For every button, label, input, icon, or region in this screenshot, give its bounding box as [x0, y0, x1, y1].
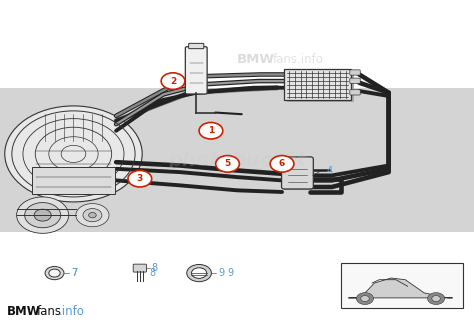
Polygon shape — [348, 278, 453, 298]
Text: 7: 7 — [71, 268, 77, 278]
Text: 2: 2 — [170, 76, 176, 86]
Circle shape — [5, 106, 142, 202]
FancyBboxPatch shape — [282, 157, 313, 189]
Text: 6: 6 — [279, 159, 285, 168]
Circle shape — [187, 264, 211, 282]
Text: 8: 8 — [152, 263, 158, 273]
FancyBboxPatch shape — [133, 264, 146, 272]
Text: photobucket: photobucket — [168, 151, 306, 170]
Circle shape — [89, 213, 96, 218]
Bar — [0, 88, 474, 232]
Text: .info: .info — [58, 306, 84, 318]
Circle shape — [199, 122, 223, 139]
FancyBboxPatch shape — [32, 167, 115, 194]
Circle shape — [270, 156, 294, 172]
Text: 5: 5 — [224, 159, 231, 168]
FancyBboxPatch shape — [189, 43, 204, 49]
Text: BMW: BMW — [237, 53, 275, 66]
Circle shape — [34, 209, 51, 221]
Text: 8: 8 — [149, 268, 155, 278]
Circle shape — [45, 266, 64, 280]
Text: 9: 9 — [218, 268, 224, 278]
FancyBboxPatch shape — [287, 71, 354, 102]
Circle shape — [17, 197, 69, 233]
Circle shape — [356, 293, 374, 305]
FancyBboxPatch shape — [284, 69, 351, 100]
Text: fans: fans — [37, 306, 62, 318]
Circle shape — [83, 209, 102, 222]
FancyBboxPatch shape — [350, 78, 360, 83]
Circle shape — [161, 73, 185, 89]
Circle shape — [428, 293, 445, 305]
Text: 1: 1 — [208, 126, 214, 135]
FancyBboxPatch shape — [350, 90, 360, 95]
Circle shape — [361, 296, 369, 302]
Text: 3: 3 — [137, 174, 143, 183]
Text: 9: 9 — [228, 268, 234, 278]
FancyBboxPatch shape — [350, 70, 360, 75]
FancyBboxPatch shape — [185, 47, 207, 94]
Circle shape — [49, 269, 60, 277]
Circle shape — [216, 156, 239, 172]
Circle shape — [25, 203, 61, 228]
Text: BMW: BMW — [7, 306, 41, 318]
Text: fans.info: fans.info — [273, 53, 323, 66]
Circle shape — [76, 204, 109, 227]
Circle shape — [128, 170, 152, 187]
Circle shape — [191, 268, 207, 278]
Circle shape — [432, 296, 440, 302]
Text: 7: 7 — [71, 268, 77, 278]
FancyBboxPatch shape — [341, 263, 463, 308]
Text: 4: 4 — [326, 166, 332, 176]
